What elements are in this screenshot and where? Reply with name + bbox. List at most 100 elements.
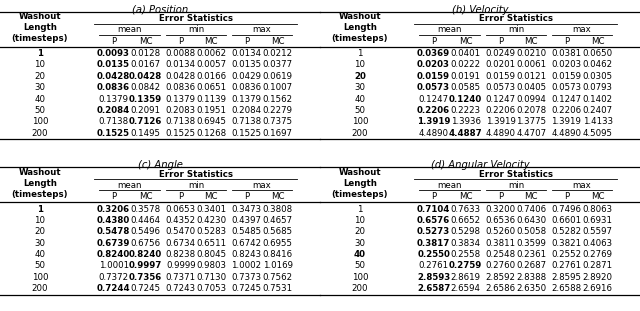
Text: 2.8593: 2.8593 <box>417 273 450 282</box>
Text: 0.7245: 0.7245 <box>231 284 262 293</box>
Text: (d) Angular Velocity: (d) Angular Velocity <box>431 160 529 170</box>
Text: 0.4063: 0.4063 <box>582 239 613 248</box>
Text: 0.0167: 0.0167 <box>131 61 161 69</box>
Text: max: max <box>253 26 271 34</box>
Text: 0.0201: 0.0201 <box>486 61 516 69</box>
Text: 0.7138: 0.7138 <box>166 117 196 126</box>
Text: 10: 10 <box>355 216 365 225</box>
Text: MC: MC <box>204 37 218 46</box>
Text: 100: 100 <box>32 273 48 282</box>
Text: 0.7372: 0.7372 <box>99 273 129 282</box>
Text: Error Statistics: Error Statistics <box>159 14 233 23</box>
Text: 0.4464: 0.4464 <box>131 216 161 225</box>
Text: 0.6734: 0.6734 <box>166 239 196 248</box>
Text: 4.4890: 4.4890 <box>552 129 581 137</box>
Text: P: P <box>178 192 184 201</box>
Text: 0.4397: 0.4397 <box>232 216 261 225</box>
Text: 0.2206: 0.2206 <box>551 106 582 115</box>
Text: 0.1379: 0.1379 <box>166 95 196 104</box>
Text: 0.0166: 0.0166 <box>196 72 227 81</box>
Text: 1.3919: 1.3919 <box>486 117 516 126</box>
Text: 0.0573: 0.0573 <box>551 83 582 92</box>
Text: 30: 30 <box>355 83 365 92</box>
Text: 0.0369: 0.0369 <box>417 49 450 58</box>
Text: 0.0093: 0.0093 <box>97 49 130 58</box>
Text: 0.0222: 0.0222 <box>451 61 481 69</box>
Text: 0.0994: 0.0994 <box>516 95 546 104</box>
Text: 0.7496: 0.7496 <box>552 205 581 214</box>
Text: Error Statistics: Error Statistics <box>479 170 553 179</box>
Text: 0.2761: 0.2761 <box>419 262 449 270</box>
Text: 0.2083: 0.2083 <box>166 106 196 115</box>
Text: 4.5095: 4.5095 <box>583 129 612 137</box>
Text: MC: MC <box>524 37 538 46</box>
Text: P: P <box>244 37 249 46</box>
Text: 0.1247: 0.1247 <box>486 95 516 104</box>
Text: P: P <box>498 192 504 201</box>
Text: 1.0002: 1.0002 <box>231 262 262 270</box>
Text: 0.4352: 0.4352 <box>166 216 196 225</box>
Text: 100: 100 <box>352 273 368 282</box>
Text: 0.2687: 0.2687 <box>516 262 547 270</box>
Text: 0.4380: 0.4380 <box>97 216 130 225</box>
Text: 2.8388: 2.8388 <box>516 273 547 282</box>
Text: 1.3775: 1.3775 <box>516 117 547 126</box>
Text: min: min <box>188 181 204 190</box>
Text: 1.0169: 1.0169 <box>263 262 292 270</box>
Text: 0.0836: 0.0836 <box>166 83 196 92</box>
Text: 0.7053: 0.7053 <box>196 284 227 293</box>
Text: 1: 1 <box>357 205 363 214</box>
Text: 0.1139: 0.1139 <box>196 95 226 104</box>
Text: 2.8920: 2.8920 <box>583 273 612 282</box>
Text: 0.2084: 0.2084 <box>97 106 130 115</box>
Text: P: P <box>178 37 184 46</box>
Text: 0.2761: 0.2761 <box>551 262 582 270</box>
Text: 0.7375: 0.7375 <box>262 117 293 126</box>
Text: 0.1007: 0.1007 <box>262 83 293 92</box>
Text: 0.7633: 0.7633 <box>451 205 481 214</box>
Text: 1: 1 <box>37 49 43 58</box>
Text: min: min <box>188 26 204 34</box>
Text: 0.1359: 0.1359 <box>129 95 162 104</box>
Text: 1: 1 <box>37 205 43 214</box>
Text: 0.6739: 0.6739 <box>97 239 131 248</box>
Text: MC: MC <box>139 37 152 46</box>
Text: 0.2760: 0.2760 <box>486 262 516 270</box>
Text: 0.0128: 0.0128 <box>131 49 161 58</box>
Text: 20: 20 <box>35 227 45 236</box>
Text: Washout
Length
(timesteps): Washout Length (timesteps) <box>12 12 68 43</box>
Text: 0.0135: 0.0135 <box>97 61 130 69</box>
Text: 0.0062: 0.0062 <box>196 49 227 58</box>
Text: 0.0377: 0.0377 <box>262 61 293 69</box>
Text: 2.8592: 2.8592 <box>486 273 516 282</box>
Text: mean: mean <box>437 181 462 190</box>
Text: 40: 40 <box>355 95 365 104</box>
Text: 0.8238: 0.8238 <box>166 250 196 259</box>
Text: 4.4887: 4.4887 <box>449 129 483 137</box>
Text: 0.2550: 0.2550 <box>417 250 450 259</box>
Text: 0.0159: 0.0159 <box>417 72 450 81</box>
Text: 40: 40 <box>35 250 45 259</box>
Text: 0.4657: 0.4657 <box>262 216 293 225</box>
Text: 0.2552: 0.2552 <box>551 250 582 259</box>
Text: 0.2206: 0.2206 <box>486 106 516 115</box>
Text: 0.7130: 0.7130 <box>196 273 227 282</box>
Text: 0.6536: 0.6536 <box>486 216 516 225</box>
Text: 2.6587: 2.6587 <box>417 284 451 293</box>
Text: 0.8240: 0.8240 <box>97 250 130 259</box>
Text: 2.8595: 2.8595 <box>552 273 581 282</box>
Text: 0.0057: 0.0057 <box>196 61 227 69</box>
Text: 20: 20 <box>355 227 365 236</box>
Text: (a) Position: (a) Position <box>132 5 188 15</box>
Text: 1: 1 <box>357 49 363 58</box>
Text: 0.7244: 0.7244 <box>97 284 131 293</box>
Text: 4.4890: 4.4890 <box>419 129 449 137</box>
Text: 50: 50 <box>35 262 45 270</box>
Text: 0.1379: 0.1379 <box>232 95 261 104</box>
Text: 0.1247: 0.1247 <box>419 95 449 104</box>
Text: 0.0405: 0.0405 <box>516 83 547 92</box>
Text: 0.5478: 0.5478 <box>97 227 131 236</box>
Text: 0.6511: 0.6511 <box>196 239 227 248</box>
Text: 0.0159: 0.0159 <box>552 72 581 81</box>
Text: 200: 200 <box>352 129 368 137</box>
